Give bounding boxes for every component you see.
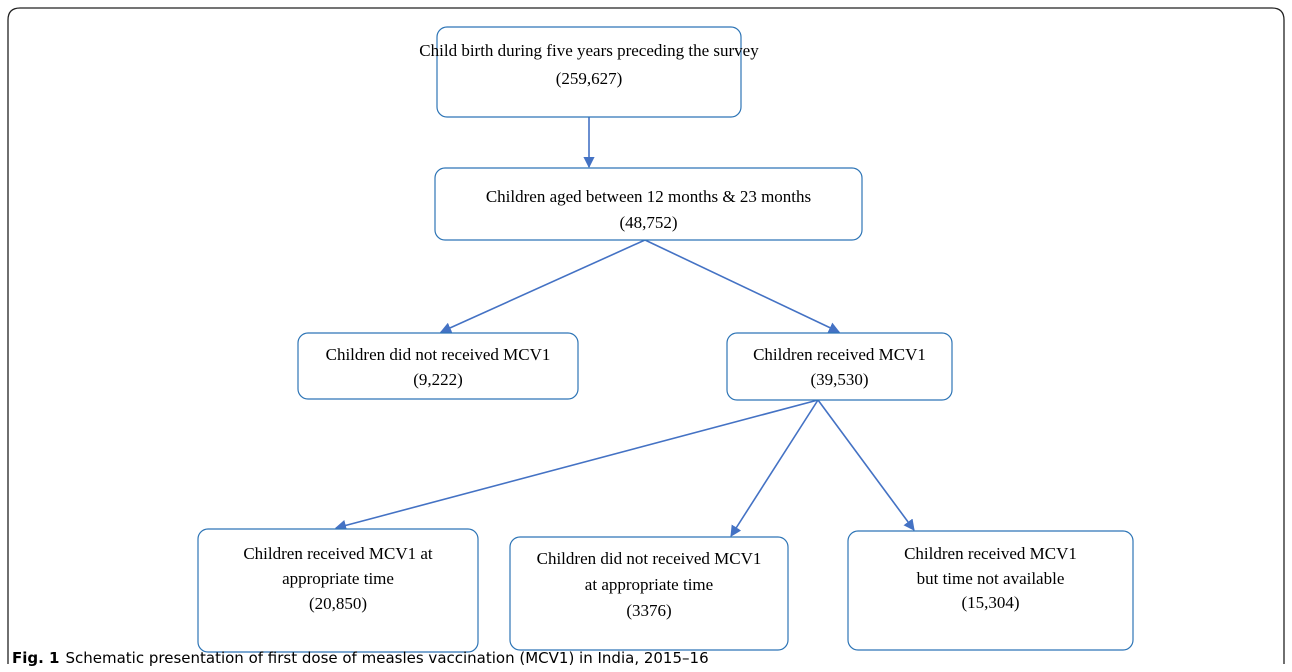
node: Children did not received MCV1 at appropr…	[509, 536, 789, 651]
node-label: appropriate time	[282, 569, 394, 588]
node-label: (259,627)	[556, 69, 623, 88]
node-label: Children did not received MCV1	[537, 549, 762, 568]
node: Children did not received MCV1 (9,222)	[297, 332, 579, 400]
node-box	[726, 332, 953, 401]
node-box	[197, 528, 479, 653]
node-label: (48,752)	[619, 213, 677, 232]
node: Child birth during five years preceding …	[419, 26, 759, 118]
arrow	[439, 239, 646, 333]
node: Children aged between 12 months & 23 mon…	[434, 167, 863, 241]
frame	[7, 7, 1285, 664]
node-label: Children aged between 12 months & 23 mon…	[486, 187, 811, 206]
node-box	[297, 332, 579, 400]
node: Children received MCV1 at appropriate tim…	[197, 528, 479, 653]
node-label: at appropriate time	[585, 575, 713, 594]
arrow	[334, 399, 819, 531]
node-label: (20,850)	[309, 594, 367, 613]
arrow	[730, 399, 819, 537]
node-box	[434, 167, 863, 241]
node-box	[436, 26, 742, 118]
caption-text: Schematic presentation of first dose of …	[65, 649, 708, 667]
node-label: (9,222)	[413, 370, 463, 389]
node: Children received MCV1 (39,530)	[726, 332, 953, 401]
node-label: Children received MCV1	[753, 345, 926, 364]
arrow	[644, 239, 841, 333]
caption: Fig. 1 Schematic presentation of first do…	[12, 649, 709, 667]
node-label: (15,304)	[961, 593, 1019, 612]
node-label: Children received MCV1 at	[243, 544, 433, 563]
node: Children received MCV1 but time not avail…	[847, 530, 1134, 651]
node-label: Children received MCV1	[904, 544, 1077, 563]
node-label: Children did not received MCV1	[326, 345, 551, 364]
node-box	[847, 530, 1134, 651]
node-label: but time not available	[917, 569, 1065, 588]
caption-label: Fig. 1	[12, 649, 59, 667]
node-label: (39,530)	[810, 370, 868, 389]
nodes: Child birth during five years preceding …	[197, 26, 1134, 653]
arrow	[817, 399, 915, 531]
node-label: Child birth during five years preceding …	[419, 41, 759, 60]
node-label: (3376)	[626, 601, 671, 620]
arrows	[334, 117, 915, 537]
node-box	[509, 536, 789, 651]
